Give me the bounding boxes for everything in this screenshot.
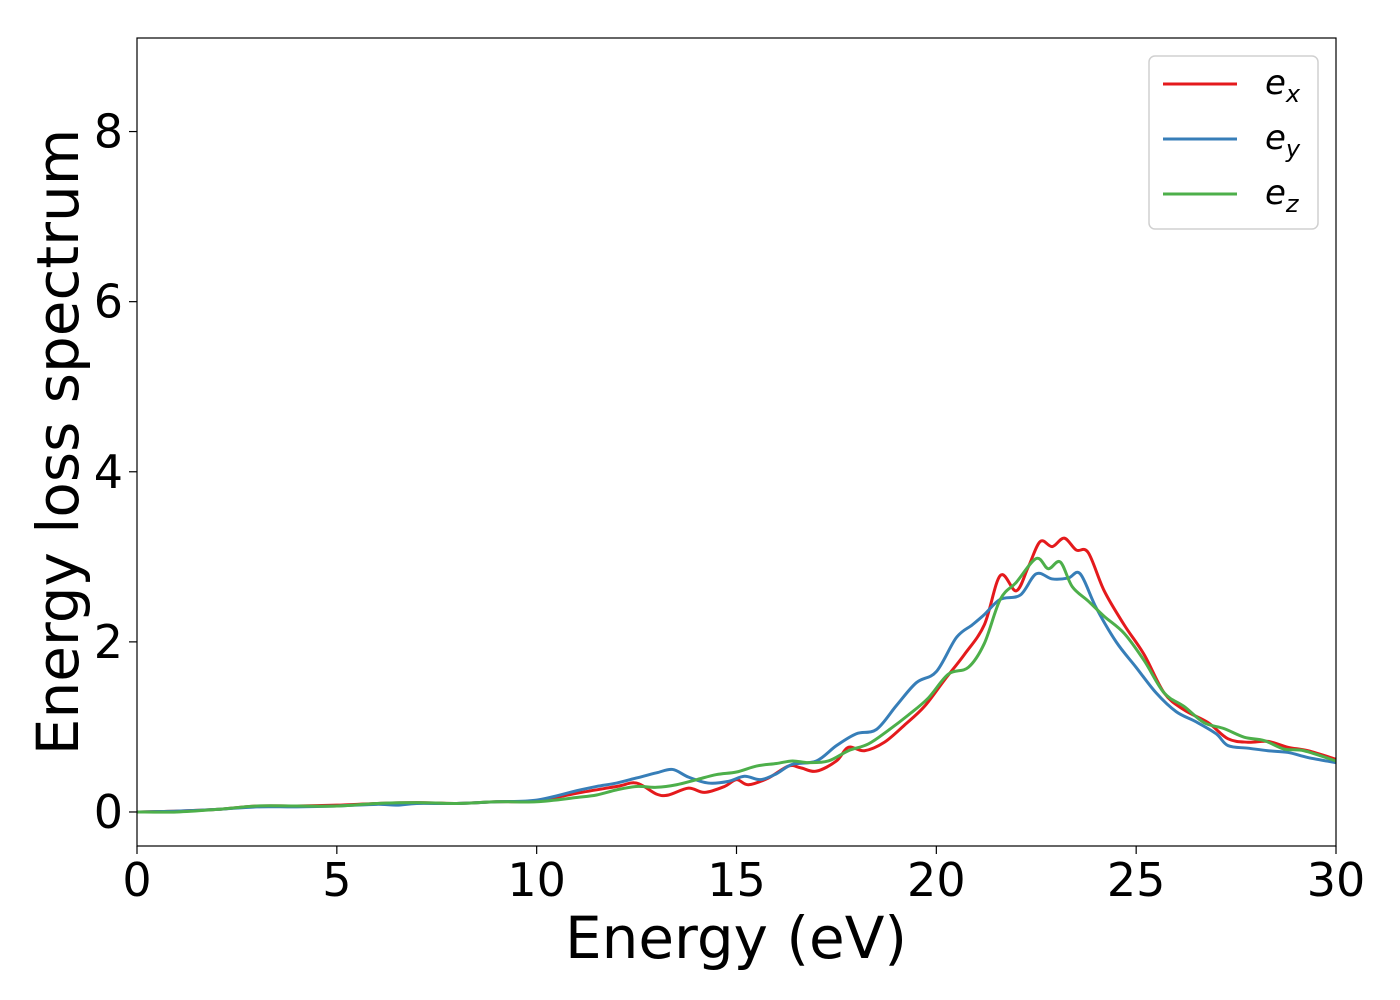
x-tick-label: 15	[707, 853, 766, 907]
y-axis-ticks: 0 2 4 6 8	[94, 105, 137, 839]
x-axis-label: Energy (eV)	[565, 904, 907, 972]
y-tick-label: 8	[94, 105, 123, 159]
x-tick-label: 25	[1107, 853, 1166, 907]
legend-label-subscript: x	[1285, 80, 1301, 108]
legend-label-base: e	[1265, 118, 1286, 158]
x-tick-label: 0	[122, 853, 151, 907]
y-tick-label: 6	[94, 275, 123, 329]
legend-frame	[1148, 55, 1319, 230]
legend-label-base: e	[1265, 173, 1286, 213]
x-tick-label: 10	[507, 853, 566, 907]
x-axis-ticks: 0 5 10 15 20 25 30	[122, 846, 1365, 907]
series-layer	[137, 536, 1336, 814]
legend-label-base: e	[1265, 63, 1286, 103]
y-tick-label: 4	[94, 445, 123, 499]
series-line-e-z	[137, 556, 1336, 814]
series-line-e-y	[137, 570, 1336, 814]
y-axis-label: Energy loss spectrum	[24, 129, 92, 755]
x-tick-label: 20	[907, 853, 966, 907]
legend-label-e-y: ey	[1265, 118, 1301, 163]
legend-label-subscript: y	[1285, 135, 1301, 163]
x-tick-label: 30	[1307, 853, 1366, 907]
legend-label-e-x: ex	[1265, 63, 1301, 108]
x-tick-label: 5	[322, 853, 351, 907]
legend-label-e-z: ez	[1265, 173, 1300, 218]
y-tick-label: 0	[94, 785, 123, 839]
y-tick-label: 2	[94, 615, 123, 669]
legend-label-subscript: z	[1285, 190, 1300, 218]
